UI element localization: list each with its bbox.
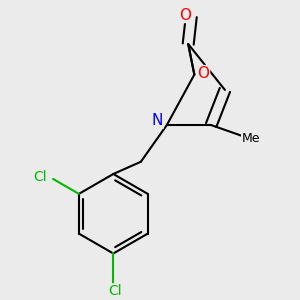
Text: Me: Me <box>242 132 260 145</box>
Text: O: O <box>179 8 191 22</box>
Text: Cl: Cl <box>108 284 122 298</box>
Text: N: N <box>152 113 163 128</box>
Text: Cl: Cl <box>33 169 47 184</box>
Text: O: O <box>197 66 209 81</box>
